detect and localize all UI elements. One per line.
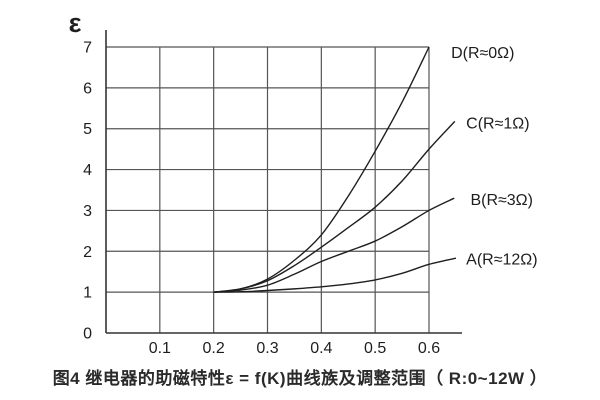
x-tick-label-0.2: 0.2 xyxy=(203,340,225,357)
x-tick-label-0.4: 0.4 xyxy=(310,340,332,357)
curve-label-A: A(R≈12Ω) xyxy=(466,252,537,269)
y-tick-label-2: 2 xyxy=(83,244,92,261)
x-tick-label-0.3: 0.3 xyxy=(256,340,278,357)
x-tick-label-0.1: 0.1 xyxy=(149,340,171,357)
y-tick-label-1: 1 xyxy=(83,285,92,302)
curve-A xyxy=(213,257,457,293)
y-tick-label-0: 0 xyxy=(83,326,92,343)
curve-B xyxy=(213,197,455,293)
curve-label-B: B(R≈3Ω) xyxy=(470,192,533,209)
y-tick-label-4: 4 xyxy=(83,162,92,179)
curve-label-D: D(R≈0Ω) xyxy=(451,45,514,62)
y-axis-label: ε xyxy=(68,8,82,38)
x-tick-label-0.6: 0.6 xyxy=(418,340,440,357)
figure-caption: 图4 继电器的助磁特性ε = f(K)曲线族及调整范围（ R:0~12W ） xyxy=(52,369,548,388)
curve-label-C: C(R≈1Ω) xyxy=(466,115,529,132)
curve-C xyxy=(213,120,456,293)
y-tick-label-7: 7 xyxy=(83,40,92,57)
y-tick-label-5: 5 xyxy=(83,121,92,138)
y-tick-label-3: 3 xyxy=(83,203,92,220)
y-tick-label-6: 6 xyxy=(83,80,92,97)
x-tick-label-0.5: 0.5 xyxy=(364,340,386,357)
